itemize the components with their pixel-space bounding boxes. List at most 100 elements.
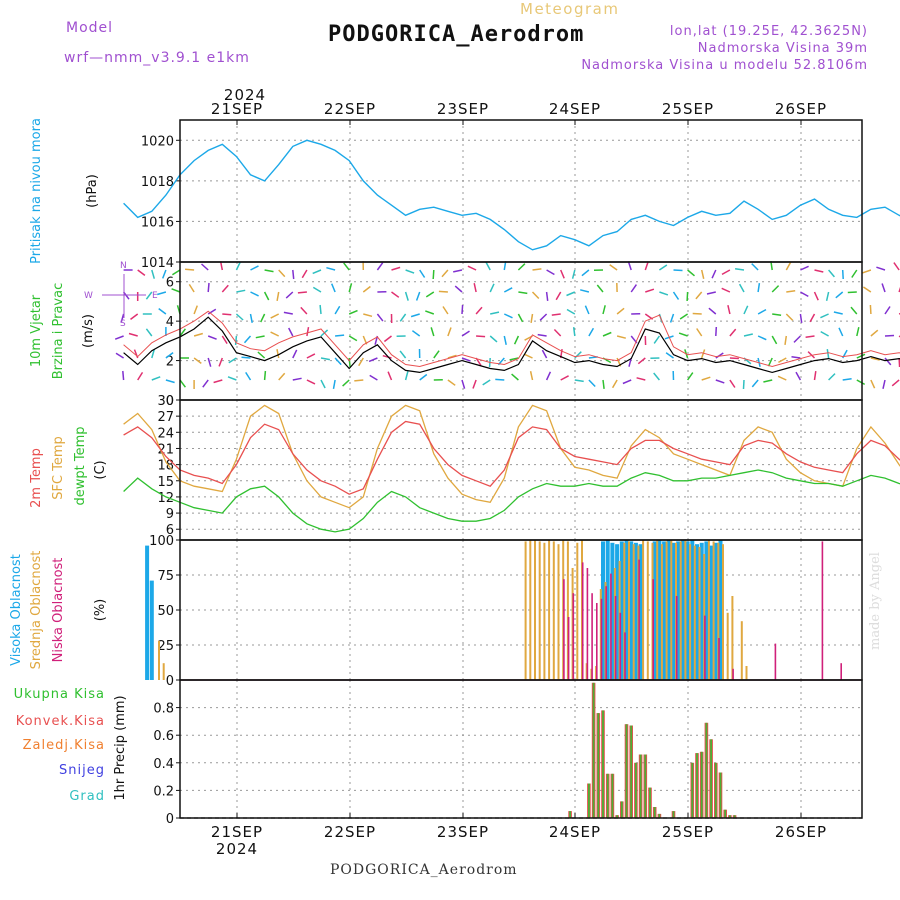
y-tick-label: 1016 xyxy=(141,215,174,230)
station-title: PODGORICA_Aerodrom xyxy=(328,22,585,47)
wind-barb xyxy=(342,379,350,387)
precip-legend-item: Grad xyxy=(69,789,105,804)
y-tick-label: 50 xyxy=(157,604,174,619)
wind-barb xyxy=(653,335,661,344)
wind-barb xyxy=(807,351,816,359)
sfc-ylabel: SFC Temp xyxy=(51,436,66,500)
wind-barb xyxy=(391,266,401,271)
wind-barb xyxy=(306,353,316,359)
lonlat-info: lon,lat (19.25E, 42.3625N) xyxy=(669,24,868,39)
wind-barb xyxy=(777,375,787,381)
bottom-day-label: 25SEP xyxy=(662,823,714,841)
wind-barb xyxy=(156,291,167,296)
wind-barb xyxy=(862,286,872,293)
wind-barb xyxy=(419,269,426,278)
y-tick-label: 24 xyxy=(157,426,174,441)
wind-barb xyxy=(850,306,858,315)
high-cloud-bar xyxy=(704,541,709,680)
mid-cloud-bar xyxy=(566,541,569,680)
wind-barb xyxy=(673,269,683,272)
wind-barb xyxy=(120,313,125,323)
mid-cloud-bar xyxy=(707,540,710,680)
precip-bar-total xyxy=(644,754,647,818)
mid-cloud-bar xyxy=(684,540,687,680)
wind-barb xyxy=(539,313,548,321)
wind-barb xyxy=(784,335,788,346)
wind-barb xyxy=(410,313,420,318)
wind-barb xyxy=(545,291,549,301)
wind-barb xyxy=(509,357,519,361)
wind-barb xyxy=(659,291,669,296)
wind-barb xyxy=(236,289,246,293)
wind-barb xyxy=(447,354,457,359)
precip-bar-total xyxy=(592,682,595,818)
wind-barb xyxy=(228,357,237,364)
high-cloud-bar xyxy=(149,580,154,680)
precip-bar-total xyxy=(588,783,590,818)
mid-cloud-bar xyxy=(529,540,532,680)
wind-barb xyxy=(530,313,534,324)
wind-barb xyxy=(669,313,675,323)
dewpt-line xyxy=(123,469,900,533)
mid-cloud-ylabel: Srednja Oblacnost xyxy=(29,551,44,670)
wind-barb xyxy=(531,291,540,300)
wind-barb xyxy=(820,313,829,319)
low-cloud-bar xyxy=(586,568,589,680)
wind-barb xyxy=(800,265,809,271)
wind-barb xyxy=(489,335,498,343)
wind-barb xyxy=(326,266,336,271)
y-tick-label: 15 xyxy=(157,475,174,490)
low-cloud-bar xyxy=(567,617,570,680)
wind-barb xyxy=(729,328,737,337)
wind-barb xyxy=(715,379,725,384)
wind-barb xyxy=(658,264,668,271)
wind-barb xyxy=(700,269,705,279)
low-cloud-bar xyxy=(718,638,720,680)
wind-barb xyxy=(404,371,409,381)
panel-frame xyxy=(179,119,863,263)
wind-barb xyxy=(856,379,866,386)
wind-barb xyxy=(235,261,241,271)
dewpt-ylabel: dewpt Temp xyxy=(73,426,88,505)
wind-barb xyxy=(742,379,745,390)
wind-barb xyxy=(869,304,872,315)
precip-bar-total xyxy=(691,762,694,818)
low-cloud-bar xyxy=(624,632,626,680)
low-cloud-bar xyxy=(675,596,678,680)
bottom-day-label: 22SEP xyxy=(324,823,376,841)
high-cloud-bar xyxy=(657,540,662,680)
wind-barb xyxy=(278,372,286,381)
wind-barb xyxy=(692,312,702,315)
mid-cloud-bar xyxy=(745,666,748,680)
wind-barb xyxy=(283,311,293,315)
wind-barb xyxy=(743,333,753,337)
wind-barb xyxy=(297,291,307,294)
wind-barb xyxy=(757,335,767,341)
mid-cloud-bar xyxy=(689,544,692,680)
wind-barb xyxy=(467,265,477,271)
wind-barb xyxy=(715,326,718,337)
low-cloud-bar xyxy=(581,562,584,680)
wind-barb xyxy=(218,357,224,367)
precip-bar-total xyxy=(649,787,651,818)
wind-barb xyxy=(616,335,626,339)
wind-barb xyxy=(264,269,274,273)
wind-barb xyxy=(335,334,345,337)
precip-bar-total xyxy=(700,751,703,818)
footer-station: PODGORICA_Aerodrom xyxy=(330,862,518,878)
wind-barb xyxy=(276,291,280,302)
wind-barb xyxy=(727,305,731,315)
wind-barb xyxy=(461,357,471,362)
wind-barb xyxy=(234,335,238,346)
wind-barb xyxy=(622,379,632,385)
y-tick-label: 6 xyxy=(166,523,174,538)
wind-barb xyxy=(171,269,181,276)
precip-bar-total xyxy=(672,811,675,818)
top-day-label: 25SEP xyxy=(662,100,714,118)
wind-barb xyxy=(627,261,632,271)
precip-bar-total xyxy=(719,772,722,818)
wind-barb xyxy=(757,308,767,315)
wind-barb xyxy=(771,285,780,293)
wind-barb xyxy=(425,310,435,315)
sfc-temp-line xyxy=(123,404,900,509)
